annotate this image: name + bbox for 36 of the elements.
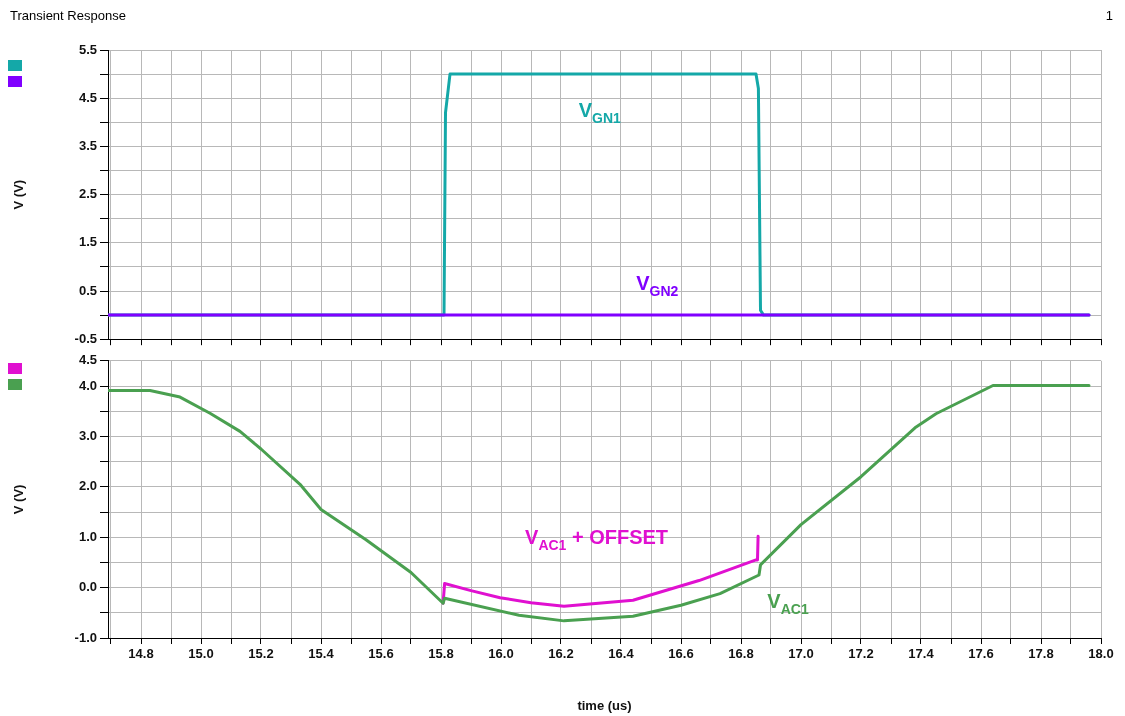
x-tick-label: 15.6 <box>368 646 394 662</box>
y-tick-label: 5.5 <box>78 41 97 57</box>
y-tick-label: -1.0 <box>74 629 97 645</box>
x-tick-label: 16.0 <box>488 646 514 662</box>
y-axis-title: V (V) <box>11 484 27 515</box>
y-tick-label: 4.0 <box>78 377 97 393</box>
x-tick-label: 17.4 <box>908 646 935 662</box>
y-tick-label: 3.0 <box>78 427 97 443</box>
x-tick-label: 17.6 <box>968 646 994 662</box>
y-axis-title: V (V) <box>11 179 27 210</box>
x-tick-label: 18.0 <box>1088 646 1114 662</box>
x-tick-label: 16.2 <box>548 646 574 662</box>
x-tick-label: 15.8 <box>428 646 454 662</box>
y-tick-label: 3.5 <box>78 137 97 153</box>
x-tick-label: 16.8 <box>728 646 754 662</box>
y-tick-label: 1.5 <box>78 234 97 250</box>
x-tick-label: 17.0 <box>788 646 814 662</box>
x-tick-label: 16.6 <box>668 646 694 662</box>
chart-title: Transient Response <box>10 8 126 23</box>
x-tick-label: 14.8 <box>128 646 154 662</box>
x-tick-label: 15.2 <box>248 646 274 662</box>
x-tick-label: 16.4 <box>608 646 635 662</box>
y-tick-label: 4.5 <box>78 352 97 368</box>
text: 1 <box>1105 8 1113 23</box>
y-tick-label: -0.5 <box>74 330 97 346</box>
x-tick-label: 15.4 <box>308 646 335 662</box>
x-tick-label: 17.2 <box>848 646 874 662</box>
y-tick-label: 2.0 <box>78 478 97 494</box>
y-tick-label: 2.5 <box>78 186 97 202</box>
y-tick-label: 1.0 <box>78 528 97 544</box>
x-axis-title: time (us) <box>577 697 632 713</box>
x-tick-label: 15.0 <box>188 646 214 662</box>
y-tick-label: 0.5 <box>78 282 97 298</box>
x-tick-label: 17.8 <box>1028 646 1054 662</box>
y-tick-label: 0.0 <box>78 579 97 595</box>
y-tick-label: 4.5 <box>78 89 97 105</box>
